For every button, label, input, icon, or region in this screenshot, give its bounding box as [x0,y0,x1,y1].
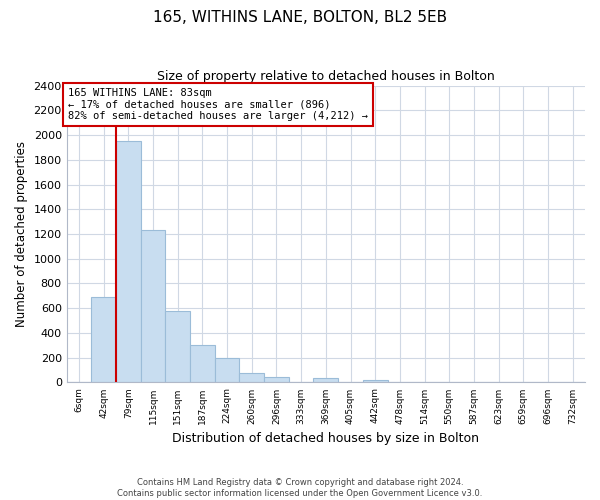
Bar [215,358,239,382]
Bar [313,378,338,382]
Bar [141,230,166,382]
Title: Size of property relative to detached houses in Bolton: Size of property relative to detached ho… [157,70,495,83]
Bar [239,372,264,382]
Text: 165 WITHINS LANE: 83sqm
← 17% of detached houses are smaller (896)
82% of semi-d: 165 WITHINS LANE: 83sqm ← 17% of detache… [68,88,368,121]
Bar [264,377,289,382]
Bar [166,312,190,382]
Y-axis label: Number of detached properties: Number of detached properties [15,141,28,327]
Text: Contains HM Land Registry data © Crown copyright and database right 2024.
Contai: Contains HM Land Registry data © Crown c… [118,478,482,498]
Bar [91,297,116,382]
Bar [363,380,388,382]
Text: 165, WITHINS LANE, BOLTON, BL2 5EB: 165, WITHINS LANE, BOLTON, BL2 5EB [153,10,447,25]
Bar [190,346,215,383]
X-axis label: Distribution of detached houses by size in Bolton: Distribution of detached houses by size … [172,432,479,445]
Bar [116,141,141,382]
